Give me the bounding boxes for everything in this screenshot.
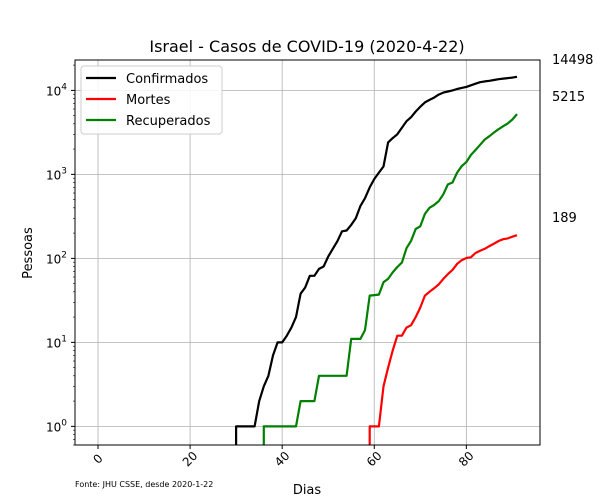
y-tick-label: 104 (46, 82, 67, 98)
series-line-mortes (368, 234, 518, 445)
x-axis-label: Dias (293, 483, 322, 498)
x-tick-label: 40 (272, 449, 293, 470)
legend-box (80, 65, 223, 135)
series-line-recuperados (262, 113, 518, 445)
y-tick-label: 101 (46, 334, 67, 350)
chart-title: Israel - Casos de COVID-19 (2020-4-22) (149, 37, 464, 56)
x-tick-label: 0 (90, 451, 105, 466)
plot-frame (74, 59, 541, 446)
x-tick-label: 20 (180, 449, 201, 470)
x-tick-label: 80 (456, 449, 477, 470)
x-tick-label: 60 (364, 449, 385, 470)
legend-label-mortes: Mortes (126, 93, 171, 108)
series-line-confirmados (235, 75, 518, 445)
y-axis-ticks: 100 101 102 103 104 (46, 64, 75, 446)
x-axis-ticks: 0 20 40 60 80 (90, 445, 477, 470)
legend-label-confirmados: Confirmados (126, 72, 208, 87)
end-label-confirmados: 14498 (552, 53, 593, 68)
y-tick-label: 102 (46, 250, 67, 266)
end-labels: 14498 189 5215 (552, 53, 593, 226)
y-tick-label: 103 (46, 166, 67, 182)
legend-label-recuperados: Recuperados (126, 114, 211, 129)
end-label-mortes: 189 (552, 211, 577, 226)
plot-series (235, 75, 518, 445)
y-tick-label: 100 (46, 418, 67, 434)
legend: Confirmados Mortes Recuperados (80, 65, 223, 135)
y-axis-label: Pessoas (21, 227, 36, 279)
end-label-recuperados: 5215 (552, 90, 585, 105)
source-note: Fonte: JHU CSSE, desde 2020-1-22 (75, 480, 213, 489)
